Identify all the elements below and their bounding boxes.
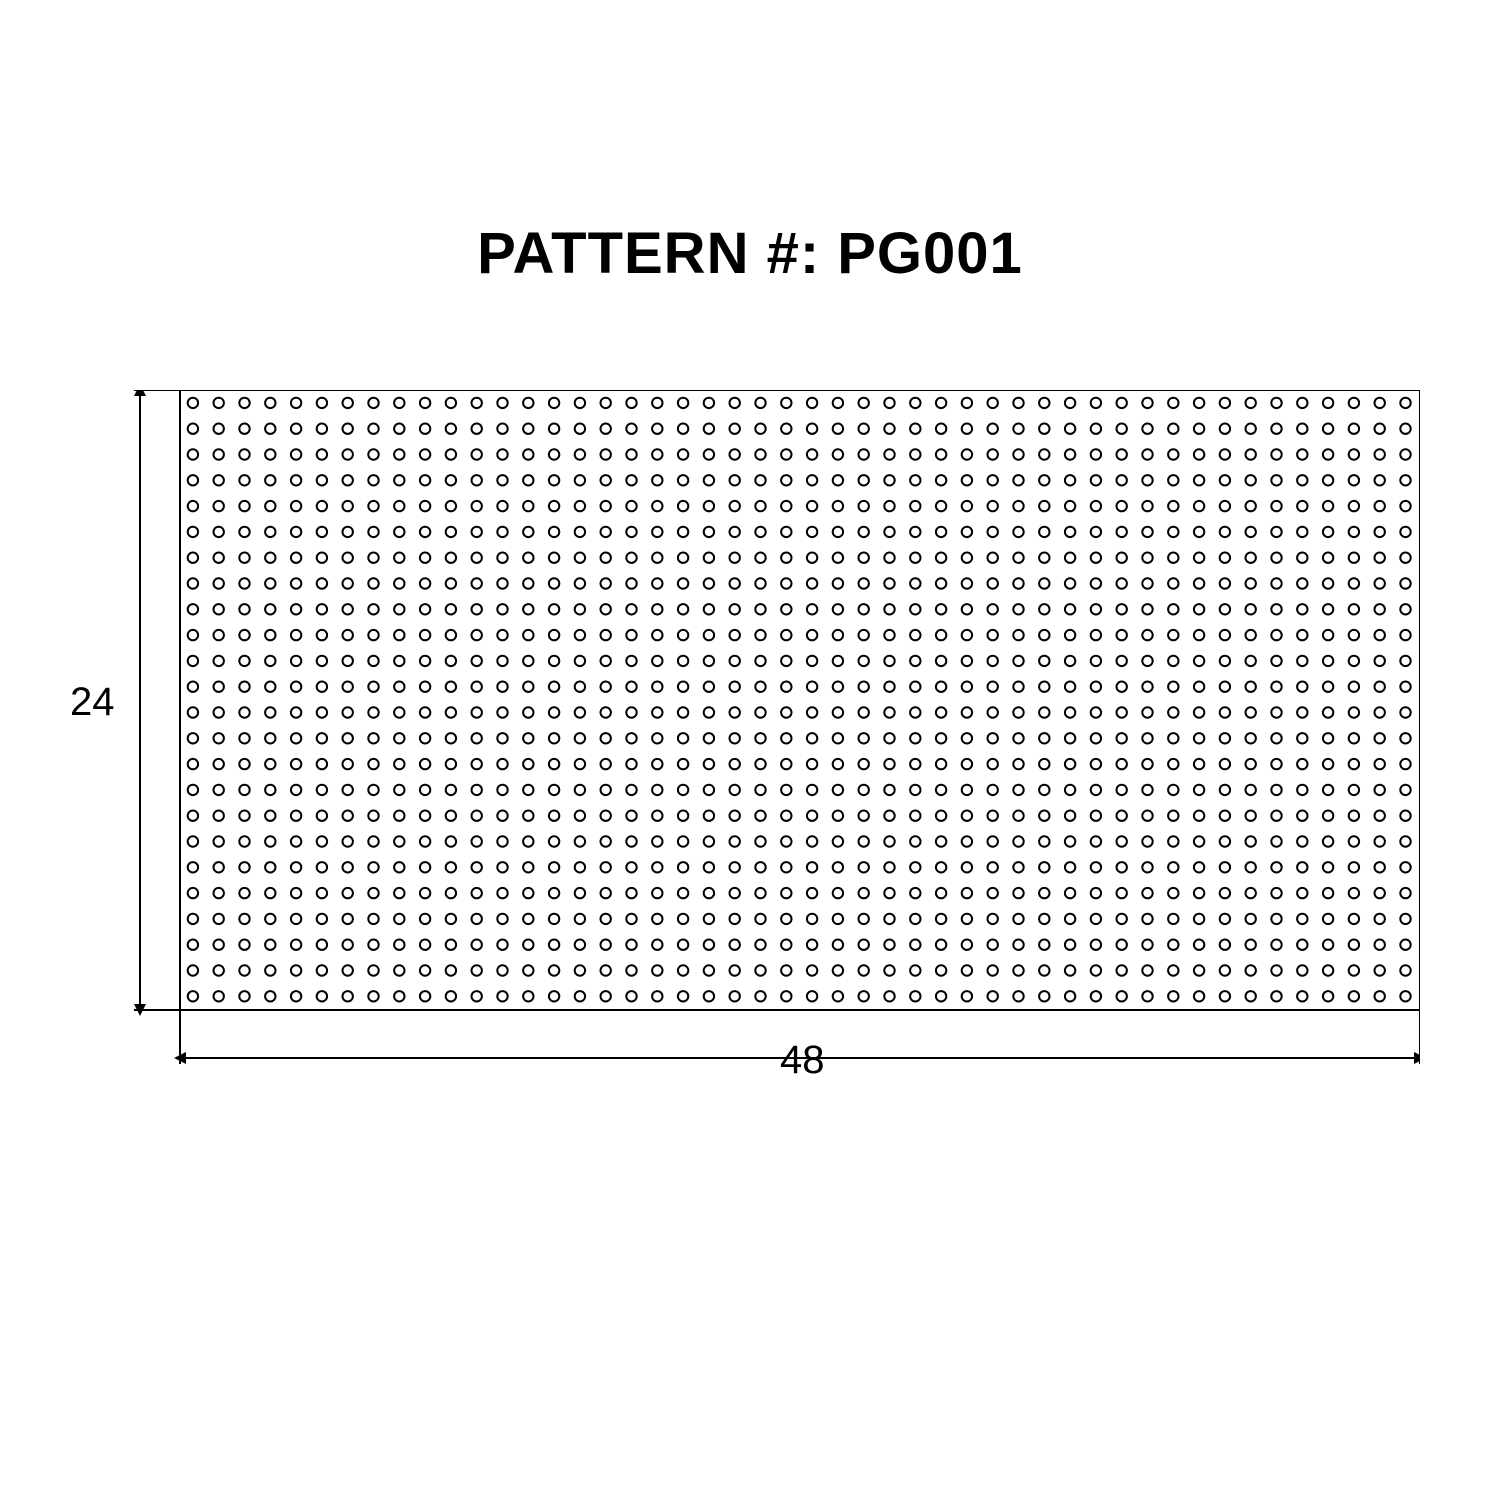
dim-width-label: 48 [780, 1038, 825, 1083]
technical-drawing: 24 48 [80, 390, 1420, 1110]
dim-height-label: 24 [70, 680, 115, 725]
page: PATTERN #: PG001 24 48 [0, 0, 1500, 1500]
pattern-title: PATTERN #: PG001 [0, 220, 1500, 287]
drawing-svg [80, 390, 1420, 1110]
